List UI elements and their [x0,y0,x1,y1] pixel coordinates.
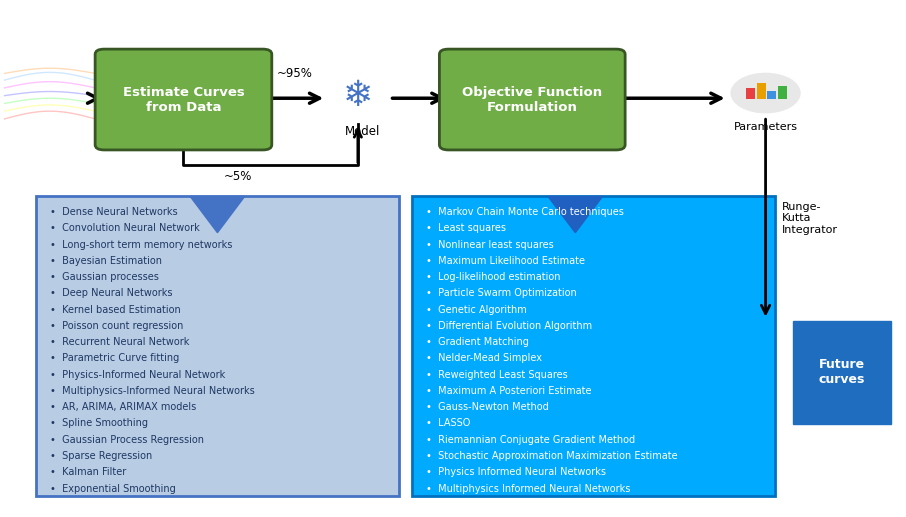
Text: Runge-
Kutta
Integrator: Runge- Kutta Integrator [782,202,838,235]
Text: •  Nelder-Mead Simplex: • Nelder-Mead Simplex [426,354,542,363]
Polygon shape [190,196,245,233]
Text: •  Gradient Matching: • Gradient Matching [426,337,529,347]
Text: •  Bayesian Estimation: • Bayesian Estimation [50,256,162,266]
Polygon shape [548,196,602,233]
FancyBboxPatch shape [439,49,625,150]
Text: •  Spline Smoothing: • Spline Smoothing [50,418,148,429]
Text: ❄: ❄ [342,79,373,113]
Bar [767,91,776,99]
Text: •  Physics-Informed Neural Network: • Physics-Informed Neural Network [50,370,225,379]
Text: •  Physics Informed Neural Networks: • Physics Informed Neural Networks [426,467,606,477]
Text: •  Multiphysics Informed Neural Networks: • Multiphysics Informed Neural Networks [426,483,631,494]
Text: •  Log-likelihood estimation: • Log-likelihood estimation [426,272,560,282]
Text: •  Dense Neural Networks: • Dense Neural Networks [50,207,178,217]
Text: •  Reweighted Least Squares: • Reweighted Least Squares [426,370,567,379]
Text: •  Maximum Likelihood Estimate: • Maximum Likelihood Estimate [426,256,584,266]
Text: •  LASSO: • LASSO [426,418,470,429]
Text: •  Exponential Smoothing: • Exponential Smoothing [50,483,176,494]
Text: •  Stochastic Approximation Maximization Estimate: • Stochastic Approximation Maximization … [426,451,678,461]
Text: ~5%: ~5% [224,170,253,183]
Text: •  Markov Chain Monte Carlo techniques: • Markov Chain Monte Carlo techniques [426,207,623,217]
Text: ~95%: ~95% [276,67,313,80]
Text: Model: Model [344,125,381,139]
Text: •  Gaussian processes: • Gaussian processes [50,272,159,282]
Text: •  Least squares: • Least squares [426,223,506,233]
Text: •  Kalman Filter: • Kalman Filter [50,467,126,477]
Text: •  Parametric Curve fitting: • Parametric Curve fitting [50,354,179,363]
Text: •  Long-short term memory networks: • Long-short term memory networks [50,239,232,250]
Circle shape [731,73,800,113]
Bar [778,86,787,99]
Text: •  Deep Neural Networks: • Deep Neural Networks [50,288,172,298]
Text: Estimate Curves
from Data: Estimate Curves from Data [122,85,245,114]
FancyBboxPatch shape [412,196,775,496]
FancyBboxPatch shape [95,49,272,150]
Text: •  Kernel based Estimation: • Kernel based Estimation [50,305,180,314]
Text: •  Sparse Regression: • Sparse Regression [50,451,152,461]
Text: Parameters: Parameters [734,121,797,132]
Text: •  Differential Evolution Algorithm: • Differential Evolution Algorithm [426,321,592,331]
Text: •  Gaussian Process Regression: • Gaussian Process Regression [50,435,204,445]
FancyBboxPatch shape [793,321,891,424]
Text: •  Recurrent Neural Network: • Recurrent Neural Network [50,337,189,347]
Text: •  Convolution Neural Network: • Convolution Neural Network [50,223,199,233]
Text: •  Nonlinear least squares: • Nonlinear least squares [426,239,554,250]
Text: •  Poisson count regression: • Poisson count regression [50,321,183,331]
Text: •  Riemannian Conjugate Gradient Method: • Riemannian Conjugate Gradient Method [426,435,635,445]
Text: Future
curves: Future curves [818,358,865,386]
Bar [746,88,755,99]
Text: •  AR, ARIMA, ARIMAX models: • AR, ARIMA, ARIMAX models [50,402,196,412]
Bar [757,83,766,99]
Text: •  Gauss-Newton Method: • Gauss-Newton Method [426,402,548,412]
Text: •  Maximum A Posteriori Estimate: • Maximum A Posteriori Estimate [426,386,592,396]
FancyBboxPatch shape [36,196,399,496]
Text: •  Genetic Algorithm: • Genetic Algorithm [426,305,526,314]
Text: Objective Function
Formulation: Objective Function Formulation [462,85,602,114]
Text: •  Multiphysics-Informed Neural Networks: • Multiphysics-Informed Neural Networks [50,386,255,396]
Text: •  Particle Swarm Optimization: • Particle Swarm Optimization [426,288,576,298]
